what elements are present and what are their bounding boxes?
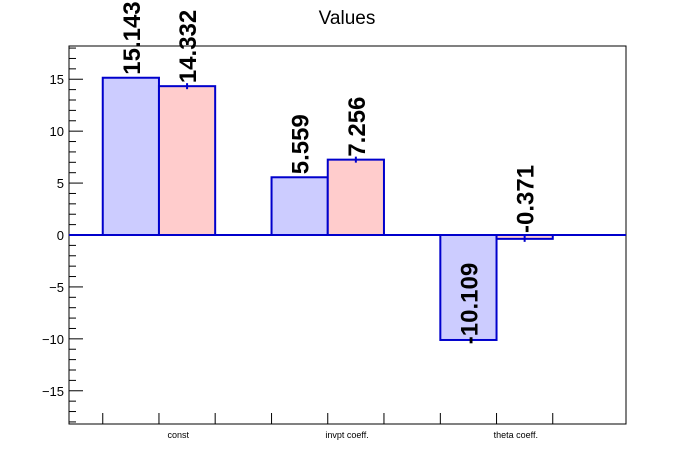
- x-category-label: const: [168, 430, 190, 440]
- bar-value-label: -10.109: [456, 263, 483, 344]
- bar-value-label: 14.332: [175, 10, 202, 83]
- bar-blue-1: [270, 176, 329, 237]
- bar-value-label: 5.559: [288, 114, 315, 174]
- bar-red-0: [157, 85, 217, 236]
- data-labels: 15.143 5.559 -10.109 14.332 7.256 -0.371: [119, 1, 540, 344]
- x-axis-labels: const invpt coeff. theta coeff.: [168, 430, 539, 440]
- bar-value-label: -0.371: [513, 165, 540, 233]
- chart-title: Values: [319, 8, 376, 29]
- bar-value-label: 15.143: [119, 1, 146, 74]
- y-tick-label: 0: [57, 228, 64, 243]
- y-tick-label: 10: [50, 124, 64, 139]
- bar-value-label: 7.256: [344, 97, 371, 157]
- bar-red-1: [326, 158, 385, 236]
- y-tick-label: 15: [50, 72, 64, 87]
- x-category-label: invpt coeff.: [325, 430, 368, 440]
- bars: [101, 76, 554, 341]
- y-tick-label: −5: [49, 280, 64, 295]
- y-axis: −15 −10 −5 0 5 10 15: [42, 72, 83, 399]
- y-tick-label: 5: [57, 176, 64, 191]
- y-tick-label: −15: [42, 384, 64, 399]
- x-category-label: theta coeff.: [494, 430, 538, 440]
- x-axis-ticks: [102, 413, 554, 424]
- y-tick-label: −10: [42, 332, 64, 347]
- y-minor-ticks: [69, 47, 76, 423]
- bar-blue-0: [101, 76, 160, 236]
